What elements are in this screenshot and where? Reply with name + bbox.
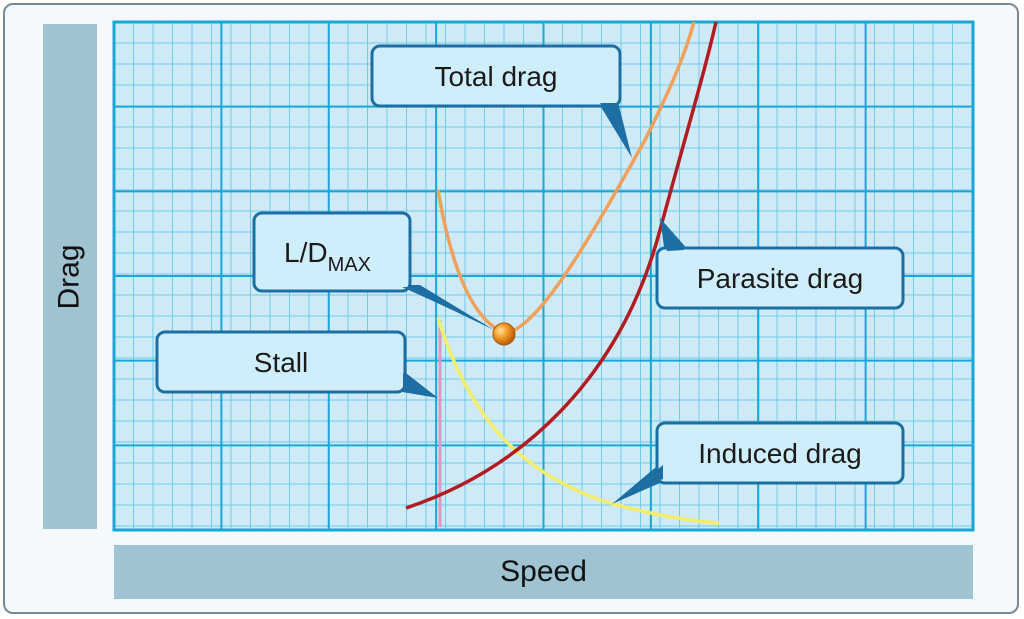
callout-ld-max-text: L/DMAX: [284, 237, 371, 276]
x-axis-label-bar: Speed: [114, 545, 973, 599]
x-axis-label: Speed: [500, 555, 587, 588]
callout-parasite-drag-text: Parasite drag: [697, 263, 864, 294]
parasite-drag-curve: [405, 21, 718, 510]
grid-border: [112, 20, 975, 532]
ld-max-point: [492, 322, 516, 346]
callout-total-drag: Total drag: [370, 44, 632, 158]
y-axis-label-bar: Drag: [43, 24, 97, 529]
callout-total-drag-text: Total drag: [435, 61, 558, 92]
callout-stall: Stall: [155, 330, 438, 398]
callout-ld-max: L/DMAX: [252, 211, 494, 330]
total-drag-curve: [436, 21, 696, 335]
callout-induced-drag: Induced drag: [612, 421, 905, 504]
callout-stall-text: Stall: [254, 347, 308, 378]
callout-induced-drag-text: Induced drag: [698, 438, 861, 469]
induced-drag-curve: [436, 317, 721, 525]
callout-parasite-drag: Parasite drag: [655, 218, 905, 310]
